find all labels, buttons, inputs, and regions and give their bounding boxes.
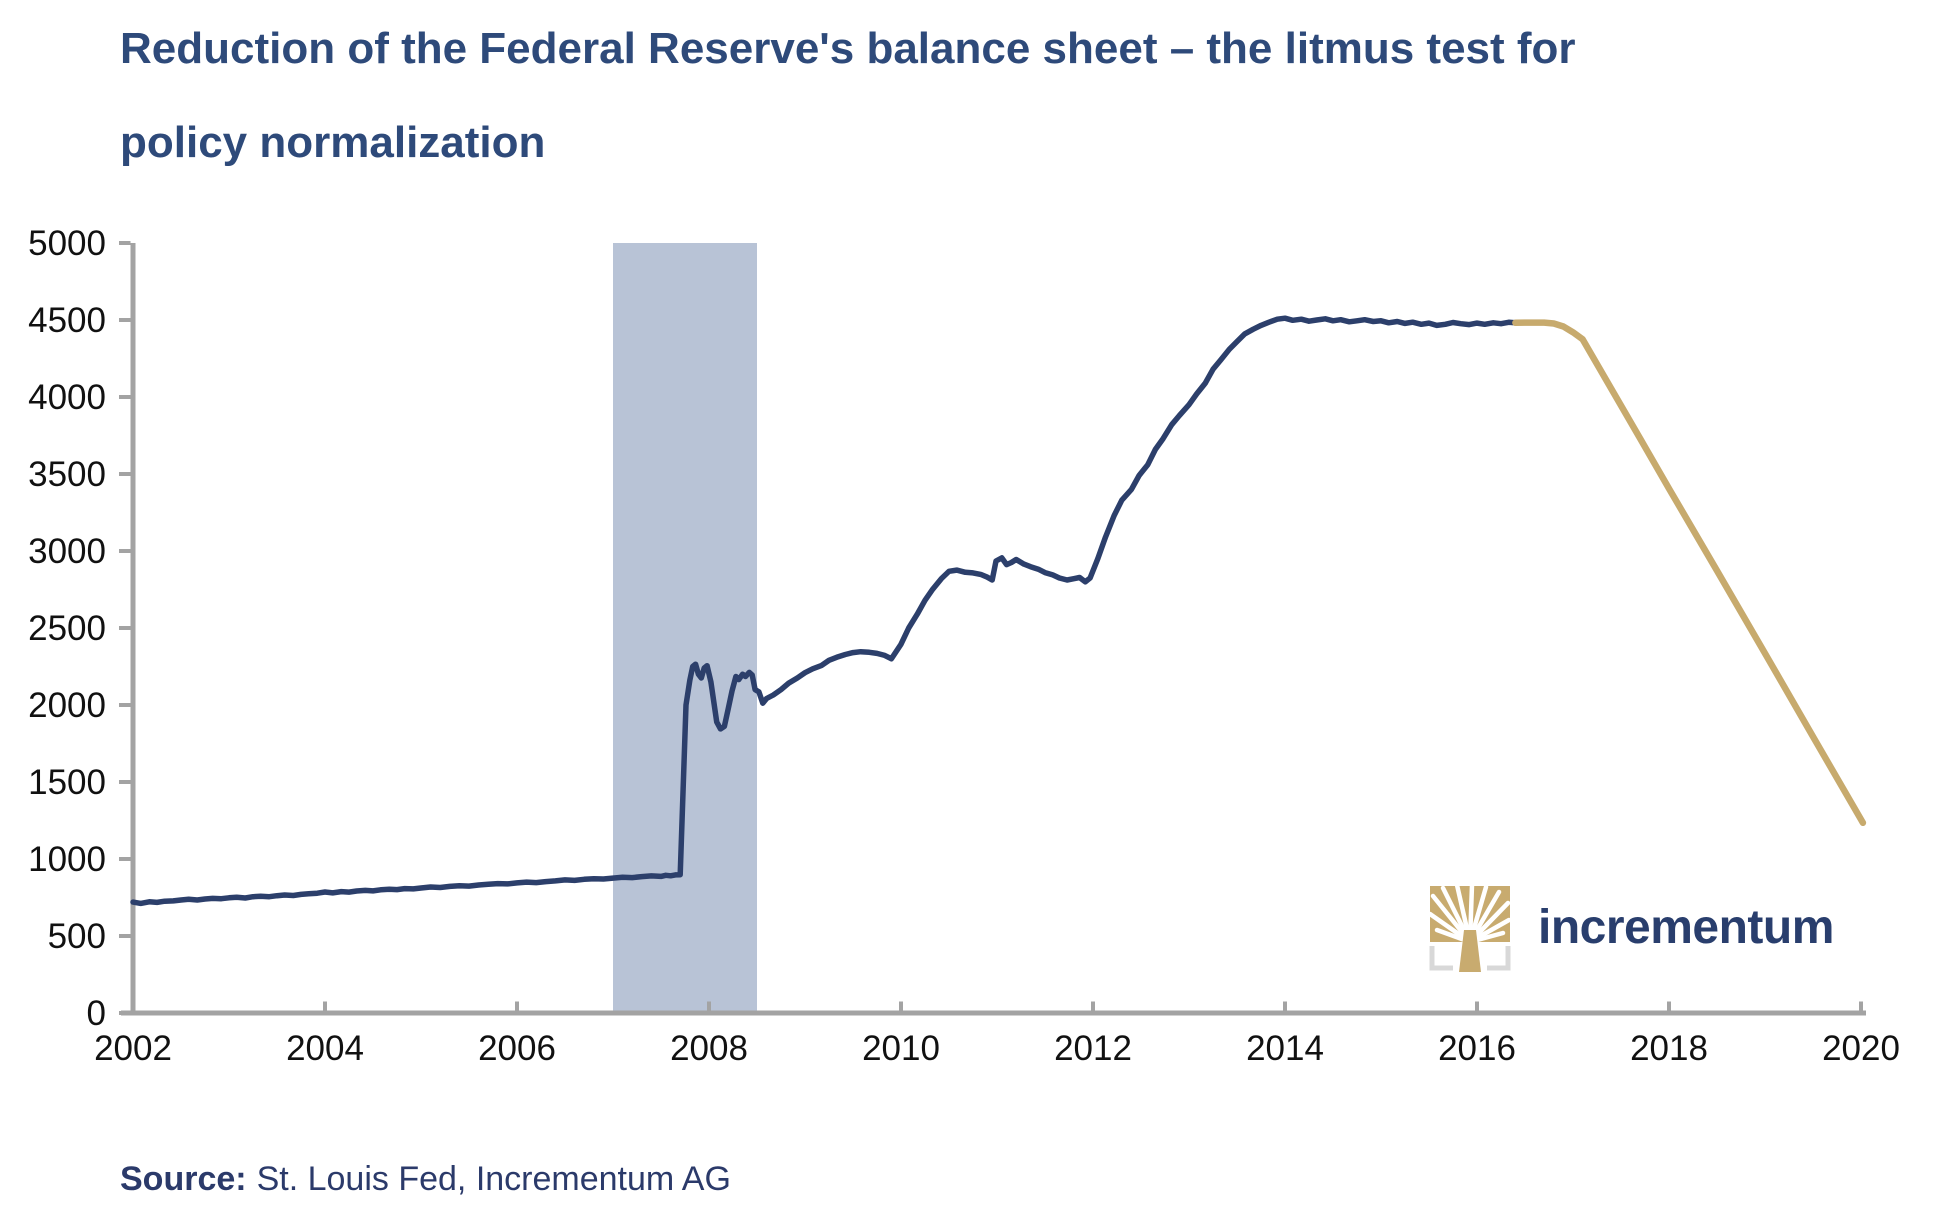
y-axis-tick-label: 4500	[28, 301, 106, 340]
chart-title-line-2: policy normalization	[120, 118, 546, 167]
y-axis-tick-label: 500	[48, 917, 106, 956]
x-axis-tick-label: 2014	[1246, 1029, 1324, 1068]
y-axis-tick-label: 4000	[28, 378, 106, 417]
x-axis-tick-label: 2016	[1438, 1029, 1516, 1068]
chart-title-line-1: Reduction of the Federal Reserve's balan…	[120, 24, 1576, 73]
y-axis-tick-label: 3500	[28, 455, 106, 494]
y-axis-tick-label: 2500	[28, 609, 106, 648]
series-projection-line	[1512, 319, 1867, 827]
x-axis-tick-label: 2004	[286, 1029, 364, 1068]
x-axis-tick-label: 2006	[478, 1029, 556, 1068]
x-axis-tick-label: 2002	[94, 1029, 172, 1068]
y-axis-tick-label: 5000	[28, 224, 106, 263]
incrementum-tree-icon	[1428, 884, 1512, 972]
source-note: Source: St. Louis Fed, Incrementum AG	[120, 1160, 731, 1199]
chart-title: Reduction of the Federal Reserve's balan…	[120, 2, 1576, 190]
x-axis-tick-label: 2020	[1822, 1029, 1900, 1068]
source-label: Source:	[120, 1160, 247, 1198]
source-text: St. Louis Fed, Incrementum AG	[256, 1160, 731, 1198]
recession-band	[613, 243, 757, 1013]
incrementum-logo: incrementum	[1428, 884, 1834, 972]
x-axis-tick-label: 2012	[1054, 1029, 1132, 1068]
incrementum-logo-text: incrementum	[1538, 901, 1834, 954]
x-axis-tick-label: 2010	[862, 1029, 940, 1068]
y-axis-tick-label: 3000	[28, 532, 106, 571]
x-axis-tick-label: 2018	[1630, 1029, 1708, 1068]
y-axis-tick-label: 1500	[28, 763, 106, 802]
y-axis-tick-label: 2000	[28, 686, 106, 725]
x-axis-tick-label: 2008	[670, 1029, 748, 1068]
series-actual-line	[130, 315, 1519, 907]
y-axis-tick-label: 1000	[28, 840, 106, 879]
y-axis-tick-label: 0	[87, 994, 106, 1033]
